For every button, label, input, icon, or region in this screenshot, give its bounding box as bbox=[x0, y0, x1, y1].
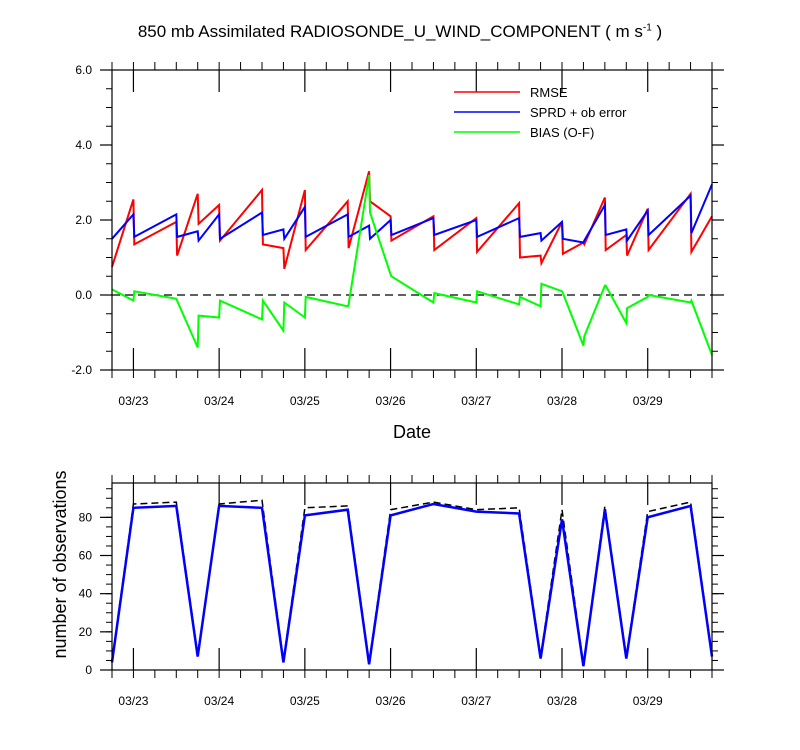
x-axis-title: Date bbox=[393, 422, 431, 442]
x-tick-label: 03/25 bbox=[290, 394, 320, 408]
legend-label: SPRD + ob error bbox=[530, 105, 627, 120]
rmse-line bbox=[111, 171, 713, 270]
chart-title-text: 850 mb Assimilated RADIOSONDE_U_WIND_COM… bbox=[137, 22, 643, 41]
x-tick-label: 03/27 bbox=[461, 394, 491, 408]
y-axis-title: number of observations bbox=[50, 470, 70, 658]
y-tick-label: 60 bbox=[79, 549, 93, 563]
x-tick-label: 03/28 bbox=[547, 394, 577, 408]
x-tick-label: 03/26 bbox=[376, 694, 406, 708]
y-tick-label: 6.0 bbox=[75, 63, 92, 77]
panel-2: 03/23 03/24 03/25 03/26 03/27 03/28 03/29 0 20 40… bbox=[50, 470, 724, 708]
y-tick-label: 0 bbox=[85, 663, 92, 677]
obs-used-line bbox=[110, 502, 714, 667]
chart-title-suffix: ) bbox=[651, 22, 663, 41]
bias-line bbox=[111, 174, 713, 356]
y-tick-label: 0.0 bbox=[75, 288, 92, 302]
legend-label: RMSE bbox=[530, 85, 568, 100]
x-tick-label: 03/28 bbox=[547, 694, 577, 708]
y-tick-label: 2.0 bbox=[75, 213, 92, 227]
x-tick-label: 03/25 bbox=[290, 694, 320, 708]
x-tick-label: 03/23 bbox=[118, 694, 148, 708]
x-tick-label: 03/24 bbox=[204, 694, 234, 708]
legend: RMSE SPRD + ob error BIAS (O-F) bbox=[454, 85, 627, 140]
x-tick-label: 03/24 bbox=[204, 394, 234, 408]
y-tick-label: 4.0 bbox=[75, 138, 92, 152]
y-tick-label: 80 bbox=[79, 510, 93, 524]
y-tick-label: -2.0 bbox=[71, 363, 92, 377]
x-tick-label: 03/29 bbox=[633, 394, 663, 408]
legend-label: BIAS (O-F) bbox=[530, 125, 594, 140]
chart-title: 850 mb Assimilated RADIOSONDE_U_WIND_COM… bbox=[0, 22, 800, 42]
x-tick-label: 03/23 bbox=[118, 394, 148, 408]
y-tick-label: 40 bbox=[79, 587, 93, 601]
plot-frame bbox=[111, 482, 713, 671]
x-tick-label: 03/27 bbox=[461, 694, 491, 708]
obs-possible-line bbox=[111, 499, 713, 665]
sprd-line bbox=[111, 184, 713, 244]
x-tick-label: 03/29 bbox=[633, 694, 663, 708]
panel-1: 03/23 03/24 03/25 03/26 03/27 03/28 03/29 -2.0 0… bbox=[71, 62, 724, 442]
x-tick-label: 03/26 bbox=[376, 394, 406, 408]
chart-title-sup: -1 bbox=[642, 22, 652, 34]
y-tick-label: 20 bbox=[79, 625, 93, 639]
